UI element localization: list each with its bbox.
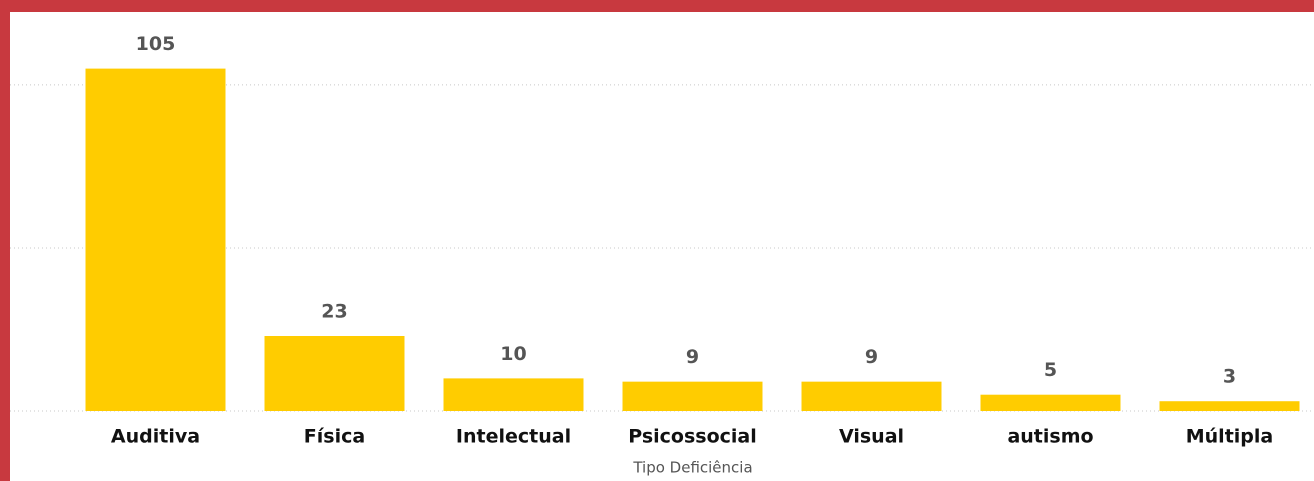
bar: [264, 336, 405, 411]
data-label: 9: [865, 346, 878, 368]
x-tick-label: Física: [304, 426, 365, 448]
x-tick-label: autismo: [1007, 426, 1093, 448]
x-tick-label: Visual: [839, 426, 904, 448]
bar: [443, 378, 584, 411]
x-tick-label: Psicossocial: [628, 426, 757, 448]
data-label: 105: [136, 33, 176, 55]
data-label: 10: [500, 343, 526, 365]
bar: [980, 394, 1121, 411]
bar: [801, 381, 942, 411]
x-axis-title: Tipo Deficiência: [632, 459, 752, 477]
bar: [85, 68, 226, 411]
data-label: 23: [321, 301, 347, 323]
x-tick-label: Intelectual: [456, 426, 571, 448]
bar: [1159, 401, 1300, 411]
bar: [622, 381, 763, 411]
x-tick-label: Múltipla: [1186, 426, 1273, 448]
data-label: 3: [1223, 366, 1236, 388]
data-label: 5: [1044, 359, 1057, 381]
data-label: 9: [686, 346, 699, 368]
x-tick-label: Auditiva: [111, 426, 200, 448]
